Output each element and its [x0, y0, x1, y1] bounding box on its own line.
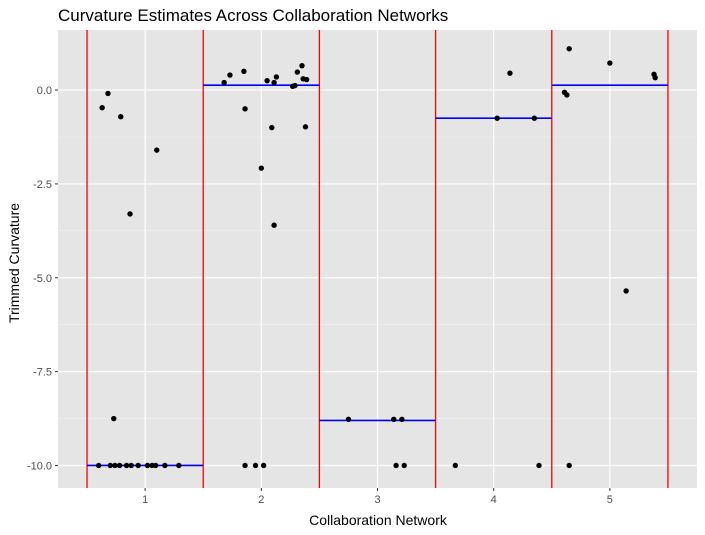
data-point: [99, 105, 105, 111]
data-point: [401, 462, 407, 469]
group-separators: [86, 30, 669, 488]
data-point: [269, 124, 275, 131]
data-point: [607, 60, 613, 66]
x-axis-title: Collaboration Network: [309, 512, 448, 528]
data-point: [242, 106, 248, 112]
chart-title: Curvature Estimates Across Collaboration…: [58, 6, 448, 25]
data-point: [345, 416, 352, 422]
data-point: [303, 76, 310, 83]
data-point: [258, 165, 265, 171]
data-point: [399, 416, 405, 422]
data-point: [127, 211, 133, 217]
data-point: [564, 92, 570, 98]
data-point: [252, 462, 259, 469]
data-point: [623, 288, 629, 294]
y-tick-label: -10.0: [27, 460, 52, 472]
data-point: [271, 79, 277, 86]
data-point: [135, 462, 141, 469]
y-axis-ticks: 0.0 -2.5 -5.0 -7.5 -10.0: [27, 85, 58, 472]
data-point: [531, 115, 538, 121]
data-point: [128, 462, 134, 469]
data-point: [391, 416, 397, 422]
data-point: [273, 74, 280, 80]
data-point: [144, 462, 151, 469]
data-point: [393, 462, 399, 469]
data-point: [294, 69, 301, 75]
data-point: [176, 462, 182, 469]
data-point: [95, 462, 102, 469]
data-point: [260, 462, 267, 469]
data-point: [264, 77, 270, 84]
x-tick-label: 1: [142, 494, 148, 506]
data-point: [452, 462, 459, 469]
data-point: [152, 462, 159, 469]
data-point: [118, 114, 124, 120]
data-point: [241, 68, 247, 74]
x-tick-label: 5: [607, 494, 613, 506]
data-point: [566, 46, 572, 52]
data-point: [227, 72, 233, 78]
y-tick-label: -2.5: [33, 179, 52, 191]
data-point: [116, 462, 123, 469]
x-tick-label: 3: [374, 494, 380, 506]
y-tick-label: -7.5: [33, 367, 52, 379]
data-point: [507, 70, 513, 76]
y-tick-label: 0.0: [37, 85, 52, 97]
data-point: [292, 82, 298, 89]
data-point: [536, 462, 542, 469]
data-point: [652, 74, 658, 81]
data-point: [242, 462, 248, 469]
data-point: [123, 462, 130, 469]
data-point: [299, 62, 305, 69]
data-point: [494, 115, 500, 121]
data-point: [112, 462, 118, 469]
x-axis-ticks: 1 2 3 4 5: [142, 488, 613, 506]
x-tick-label: 2: [258, 494, 264, 506]
y-axis-title: Trimmed Curvature: [6, 203, 22, 323]
data-point: [271, 222, 277, 228]
data-point: [221, 79, 227, 86]
data-points: [95, 46, 658, 469]
y-tick-label: -5.0: [33, 273, 52, 285]
x-tick-label: 4: [491, 494, 497, 506]
data-point: [566, 462, 572, 469]
data-point: [302, 124, 309, 130]
data-point: [154, 147, 160, 153]
data-point: [107, 462, 113, 469]
data-point: [111, 415, 117, 422]
data-point: [105, 90, 111, 97]
data-point: [162, 462, 168, 469]
